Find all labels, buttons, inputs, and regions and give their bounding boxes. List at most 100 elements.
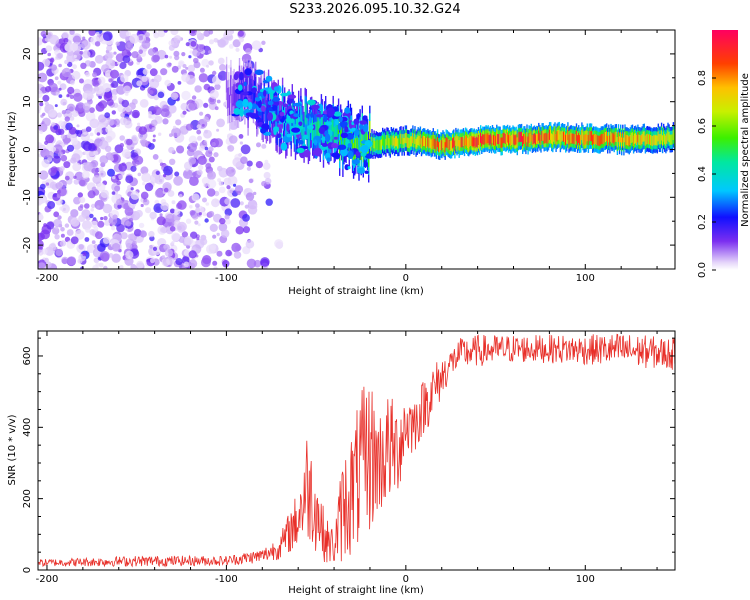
spectrogram-cell <box>77 258 83 264</box>
spectrogram-cell <box>126 138 133 146</box>
spectrogram-cell <box>100 216 104 221</box>
spectrogram-cell <box>153 94 159 101</box>
spectrogram-cell <box>655 134 657 145</box>
spectrogram-cell <box>38 61 45 71</box>
spectrogram-cell <box>174 208 181 215</box>
spectrogram-cell <box>116 85 126 95</box>
spectrogram-cell <box>94 54 104 64</box>
spectrogram-cell <box>204 146 209 151</box>
spectrogram-cell <box>60 154 68 162</box>
spectrogram-cell <box>216 232 220 237</box>
spectrogram-cell <box>45 86 52 93</box>
spectrogram-cell <box>315 121 317 143</box>
spectrogram-cell <box>224 208 233 216</box>
spectrogram-cell <box>163 30 168 33</box>
spectrogram-cell <box>488 135 490 146</box>
spectrogram-cell <box>79 50 84 55</box>
spectrogram-cell <box>59 240 67 247</box>
spectrogram-cell <box>225 166 236 177</box>
spectrogram-cell <box>500 137 502 148</box>
spectrogram-cell <box>461 137 464 148</box>
spectrogram-cell <box>38 173 41 178</box>
spectrogram-cell <box>469 136 471 147</box>
spectrogram-cell <box>391 136 394 147</box>
spectrogram-cell <box>214 83 221 90</box>
spectrogram-cell <box>645 134 648 145</box>
spectrogram-cell <box>72 35 81 44</box>
spectrogram-cell <box>460 137 462 148</box>
spectrogram-cell <box>384 136 386 147</box>
spectrogram-cell <box>242 214 250 222</box>
spectrogram-cell <box>554 129 556 141</box>
spectrogram-cell <box>151 54 160 63</box>
spectrogram-cell <box>103 265 108 269</box>
spectrogram-cell <box>162 118 169 125</box>
spectrogram-cell <box>261 180 267 187</box>
spectrogram-cell <box>602 133 605 145</box>
spectrogram-cell <box>224 214 230 220</box>
colorbar-tick-label: 0.6 <box>697 118 708 134</box>
spectrogram-cell <box>597 135 599 146</box>
spectrogram-cell <box>417 134 419 145</box>
spectrogram-cell <box>462 135 465 146</box>
spectrogram-cell <box>208 156 215 163</box>
spectrogram-cell <box>135 209 143 218</box>
spectrogram-cell <box>116 198 123 206</box>
spectrogram-cell <box>171 200 176 205</box>
spectrogram-cell <box>122 55 131 63</box>
spectrogram-cell <box>225 218 231 225</box>
spectrogram-cell <box>331 120 333 141</box>
spectrogram-cell <box>84 237 90 242</box>
spectrogram-cell <box>570 132 572 143</box>
spectrogram-cell <box>546 133 549 144</box>
spectrogram-cell <box>477 134 480 145</box>
spectrogram-x-tick-label: -200 <box>36 273 59 284</box>
spectrogram-cell <box>203 102 209 108</box>
spectrogram-cell <box>439 142 441 153</box>
spectrogram-cell <box>89 118 99 129</box>
spectrogram-cell <box>302 121 304 142</box>
spectrogram-x-tick-label: 0 <box>403 273 409 284</box>
spectrogram-y-tick-label: 20 <box>22 48 33 61</box>
spectrogram-cell <box>317 103 324 111</box>
spectrogram-cell <box>331 144 340 149</box>
spectrogram-cell <box>229 135 238 144</box>
spectrogram-cell <box>647 134 650 145</box>
spectrogram-cell <box>208 50 212 54</box>
spectrogram-cell <box>189 210 196 216</box>
spectrogram-cell <box>125 175 134 184</box>
spectrogram-cell <box>105 126 113 134</box>
spectrogram-cell <box>70 236 79 245</box>
spectrogram-cell <box>225 249 232 257</box>
spectrogram-cell <box>492 134 495 145</box>
spectrogram-cell <box>356 113 360 121</box>
spectrogram-cell <box>541 130 543 141</box>
spectrogram-cell <box>585 133 587 145</box>
spectrogram-cell <box>148 230 155 238</box>
snr-y-tick-label: 400 <box>22 418 33 437</box>
spectrogram-cell <box>190 30 196 34</box>
spectrogram-cell <box>69 30 75 35</box>
spectrogram-cell <box>91 186 97 192</box>
spectrogram-cell <box>271 97 281 102</box>
spectrogram-cell <box>233 183 237 187</box>
spectrogram-cell <box>360 152 367 157</box>
spectrogram-cell <box>219 217 226 225</box>
spectrogram-cell <box>116 61 121 65</box>
spectrogram-cell <box>319 126 321 147</box>
spectrogram-cell <box>50 64 57 71</box>
spectrogram-cell <box>102 203 113 214</box>
spectrogram-cell <box>115 41 120 46</box>
snr-y-tick-label: 0 <box>22 567 33 573</box>
spectrogram-cell <box>145 207 152 214</box>
spectrogram-cell <box>54 234 60 240</box>
spectrogram-cell <box>170 37 180 47</box>
spectrogram-cell <box>215 200 219 204</box>
spectrogram-cell <box>128 217 134 223</box>
spectrogram-cell <box>667 130 669 141</box>
spectrogram-cell <box>106 135 113 143</box>
spectrogram-cell <box>77 192 84 198</box>
spectrogram-cell <box>188 135 197 144</box>
spectrogram-cell <box>505 133 508 144</box>
spectrogram-cell <box>303 134 309 140</box>
